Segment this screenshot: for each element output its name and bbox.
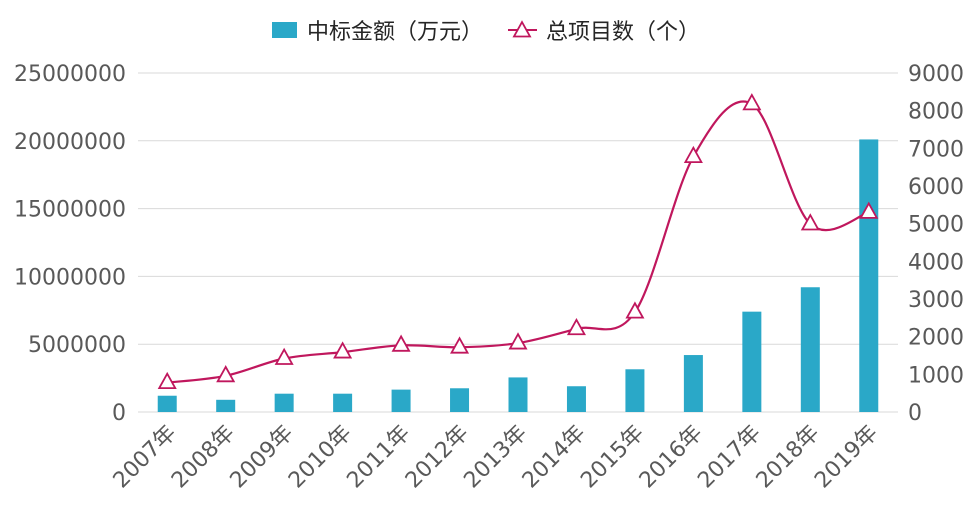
y-right-tick-label: 1000 [908,363,964,388]
line-marker [333,341,353,359]
bar [274,393,294,412]
line-marker [683,145,703,163]
y-right-tick-label: 0 [908,401,922,426]
x-tick-label: 2014年 [518,421,591,494]
line-marker [157,371,177,389]
y-left-tick-label: 10000000 [14,265,126,290]
y-right-tick-label: 3000 [908,288,964,313]
x-tick-label: 2018年 [752,421,825,494]
x-tick-label: 2009年 [226,421,299,494]
bar [508,377,528,412]
line-marker [216,365,236,383]
bar [333,393,353,412]
x-tick-label: 2015年 [576,421,649,494]
bar [625,369,645,412]
y-right-tick-label: 5000 [908,213,964,238]
line-marker [274,347,294,365]
legend-marker-line [512,20,532,38]
y-left-tick-label: 5000000 [28,333,126,358]
legend-label-line: 总项目数（个） [546,20,700,45]
bar [859,139,879,412]
bar [216,399,236,412]
y-right-tick-label: 4000 [908,250,964,275]
bar [742,311,762,412]
line-series [157,93,879,389]
bar [450,388,470,412]
line-marker [391,334,411,352]
gridlines [138,72,898,413]
x-tick-label: 2010年 [284,421,357,494]
y-right-tick-label: 9000 [908,62,964,87]
bar [566,386,586,412]
legend-label-bar: 中标金额（万元） [307,20,483,45]
line-marker [566,317,586,336]
line-marker [450,336,470,354]
line-marker [742,93,762,111]
y-right-tick-label: 2000 [908,326,964,351]
bar [157,395,177,412]
bar [683,355,703,412]
bar-series [157,139,879,412]
line-path [167,100,870,384]
legend-swatch-bar [272,22,297,38]
legend: 中标金额（万元） 总项目数（个） [272,20,700,45]
x-tick-label: 2007年 [109,421,182,494]
line-marker [800,213,820,231]
y-right-tick-label: 6000 [908,175,964,200]
line-marker [859,201,879,219]
x-tick-label: 2019年 [810,421,883,494]
line-marker [625,301,645,319]
axes: 0 5000000 10000000 15000000 20000000 25000000… [14,62,964,493]
x-tick-label: 2017年 [693,421,766,494]
line-marker [508,332,528,350]
y-left-tick-label: 20000000 [14,130,126,155]
y-left-tick-label: 15000000 [14,198,126,223]
y-right-tick-label: 7000 [908,137,964,162]
y-left-tick-label: 25000000 [14,62,126,87]
x-tick-label: 2011年 [342,421,415,494]
y-right-tick-label: 8000 [908,100,964,125]
x-tick-label: 2012年 [401,421,474,494]
x-tick-label: 2013年 [459,421,532,494]
bar [391,389,411,412]
bar [800,287,820,412]
y-left-tick-label: 0 [112,401,126,426]
x-tick-label: 2016年 [635,421,708,494]
x-tick-label: 2008年 [167,421,240,494]
